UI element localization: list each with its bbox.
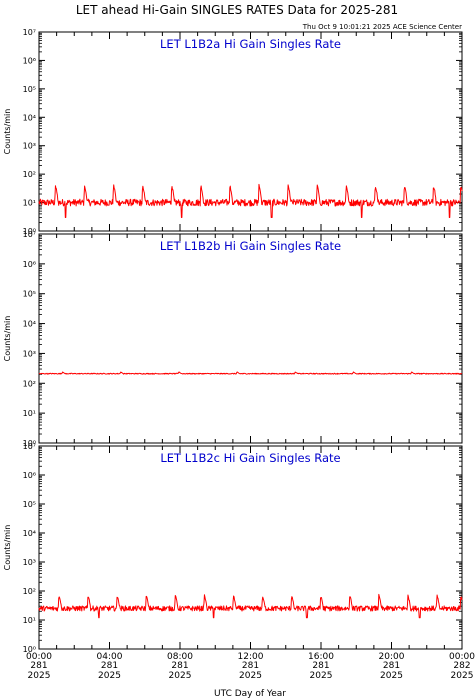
x-tick-label-time: 00:00 (26, 652, 52, 662)
y-tick-label: 10² (23, 379, 36, 388)
y-tick-label: 10⁴ (23, 320, 36, 329)
series-line-1 (38, 371, 463, 375)
x-tick-label-day: 281 (242, 661, 259, 671)
y-tick-label: 10³ (23, 558, 36, 567)
panel-title: LET L1B2c Hi Gain Singles Rate (160, 451, 340, 465)
chart-panel-2: 10⁰ 10¹ 10² 10³ 10⁴ 10⁵ 10⁶ 10⁷ Counts/min LET L1… (3, 230, 463, 448)
x-tick-label-year: 2025 (169, 671, 192, 681)
x-tick-label-time: 20:00 (379, 652, 405, 662)
chart-panel-1: 10⁰ 10¹ 10² 10³ 10⁴ 10⁵ 10⁶ 10⁷ Counts/min LET L1… (3, 28, 463, 236)
x-tick-label-time: 12:00 (238, 652, 264, 662)
x-tick-label-day: 281 (312, 661, 329, 671)
y-tick-label: 10⁷ (23, 230, 36, 239)
y-tick-label: 10⁰ (23, 439, 36, 448)
y-tick-label: 10⁷ (23, 28, 36, 37)
chart-panel-3: 10⁰ 10¹ 10² 10³ 10⁴ 10⁵ 10⁶ 10⁷ Counts/min LET L1… (3, 442, 463, 654)
y-tick-label: 10⁰ (23, 645, 36, 654)
x-axis-label: UTC Day of Year (214, 689, 286, 699)
generated-timestamp: Thu Oct 9 10:01:21 2025 ACE Science Cent… (302, 23, 462, 31)
series-line-1 (38, 183, 463, 218)
x-tick-label-time: 00:00 (449, 652, 475, 662)
chart-panels: 10⁰ 10¹ 10² 10³ 10⁴ 10⁵ 10⁶ 10⁷ Counts/min LET L1… (3, 28, 463, 654)
figure-title: LET ahead Hi-Gain SINGLES RATES Data for… (76, 3, 398, 17)
x-tick-label-time: 08:00 (167, 652, 193, 662)
x-tick-label-year: 2025 (28, 671, 51, 681)
x-tick-label-time: 16:00 (308, 652, 334, 662)
y-tick-label: 10⁶ (23, 56, 36, 65)
x-tick-label-time: 04:00 (97, 652, 123, 662)
y-axis-label: Counts/min (3, 525, 12, 571)
y-axis-label: Counts/min (3, 316, 12, 362)
x-tick-label-year: 2025 (98, 671, 121, 681)
y-tick-label: 10⁴ (23, 113, 36, 122)
x-tick-label-day: 281 (171, 661, 188, 671)
panel-title: LET L1B2b Hi Gain Singles Rate (160, 239, 341, 253)
y-tick-label: 10⁶ (23, 260, 36, 269)
y-tick-label: 10² (23, 170, 36, 179)
y-tick-label: 10³ (23, 349, 36, 358)
plot-frame (38, 445, 463, 650)
x-tick-label-year: 2025 (239, 671, 262, 681)
y-tick-label: 10⁵ (23, 500, 36, 509)
y-tick-label: 10¹ (23, 409, 36, 418)
series-line-1 (38, 593, 463, 619)
plot-frame (38, 233, 463, 444)
y-tick-label: 10³ (23, 142, 36, 151)
x-tick-label-year: 2025 (380, 671, 403, 681)
panel-title: LET L1B2a Hi Gain Singles Rate (160, 37, 341, 51)
y-tick-label: 10⁰ (23, 227, 36, 236)
x-tick-label-day: 281 (383, 661, 400, 671)
y-tick-label: 10⁵ (23, 290, 36, 299)
y-axis-label: Counts/min (3, 109, 12, 155)
y-tick-label: 10¹ (23, 616, 36, 625)
y-tick-label: 10⁷ (23, 442, 36, 451)
x-axis-tick-labels: 00:00281202504:00281202508:00281202512:0… (26, 652, 475, 681)
x-tick-label-day: 281 (30, 661, 47, 671)
y-tick-label: 10¹ (23, 199, 36, 208)
y-tick-label: 10⁵ (23, 85, 36, 94)
x-tick-label-day: 282 (453, 661, 470, 671)
y-tick-label: 10⁶ (23, 471, 36, 480)
x-tick-label-year: 2025 (310, 671, 333, 681)
x-tick-label-day: 281 (101, 661, 118, 671)
x-tick-label-year: 2025 (451, 671, 474, 681)
y-tick-label: 10² (23, 587, 36, 596)
y-tick-label: 10⁴ (23, 529, 36, 538)
